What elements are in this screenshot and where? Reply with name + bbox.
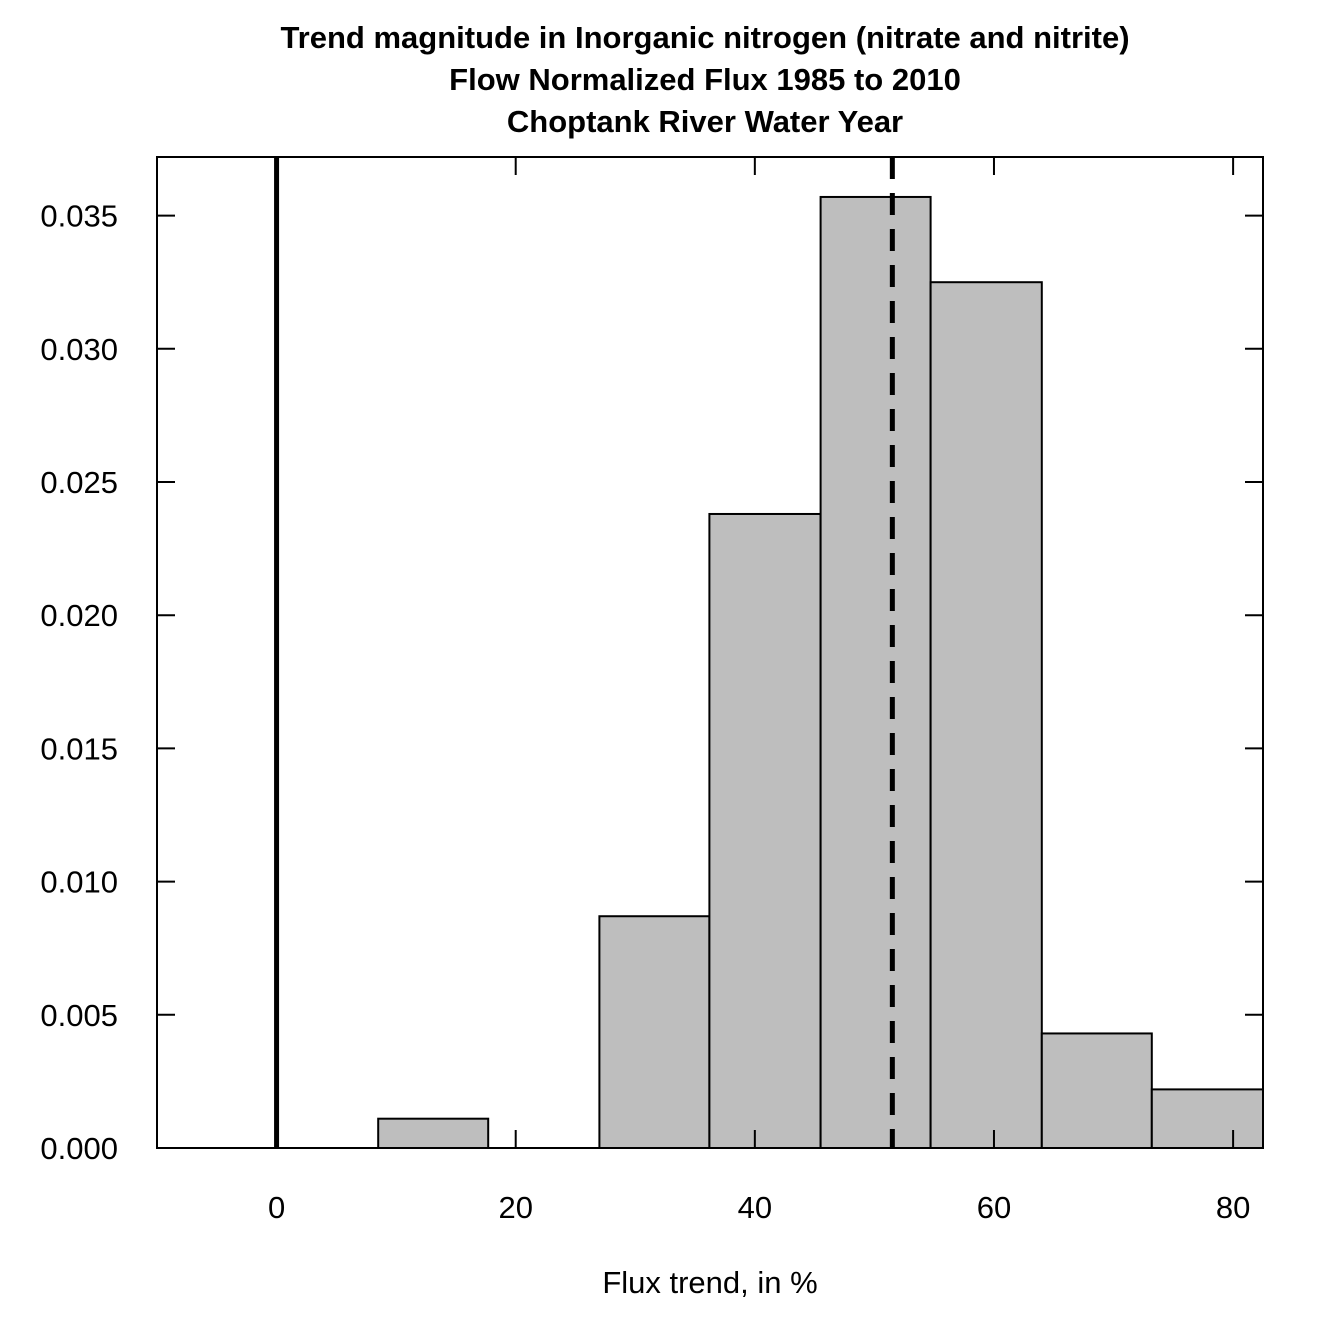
x-tick-label-1: 20 bbox=[498, 1190, 532, 1225]
histogram-bar-6 bbox=[1040, 1032, 1153, 1150]
y-tick-label-6: 0.030 bbox=[40, 332, 118, 367]
x-tick-label-4: 80 bbox=[1216, 1190, 1250, 1225]
chart-title-line-3: Choptank River Water Year bbox=[506, 104, 904, 139]
x-axis: 0 20 40 60 80 bbox=[268, 157, 1250, 1225]
x-axis-label: Flux trend, in % bbox=[602, 1265, 817, 1300]
y-axis: 0.000 0.005 0.010 0.015 0.020 0.025 0.030 0.035 bbox=[40, 199, 1263, 1166]
y-tick-label-7: 0.035 bbox=[40, 199, 118, 234]
y-tick-label-3: 0.015 bbox=[40, 731, 118, 766]
x-tick-label-2: 40 bbox=[738, 1190, 772, 1225]
histogram-bar-7 bbox=[1150, 1088, 1264, 1149]
y-tick-label-5: 0.025 bbox=[40, 465, 118, 500]
x-tick-label-3: 60 bbox=[977, 1190, 1011, 1225]
reference-lines-layer bbox=[274, 157, 895, 1148]
histogram-bar-2 bbox=[598, 915, 711, 1150]
y-tick-label-4: 0.020 bbox=[40, 598, 118, 633]
histogram-bar-0 bbox=[377, 1117, 490, 1150]
histogram-bar-5 bbox=[929, 281, 1043, 1150]
chart-title-line-2: Flow Normalized Flux 1985 to 2010 bbox=[449, 62, 961, 97]
histogram-bar-3 bbox=[708, 512, 822, 1149]
y-tick-label-2: 0.010 bbox=[40, 865, 118, 900]
x-tick-label-0: 0 bbox=[268, 1190, 285, 1225]
histogram-bar-4 bbox=[819, 195, 932, 1150]
y-tick-label-0: 0.000 bbox=[40, 1131, 118, 1166]
y-tick-label-1: 0.005 bbox=[40, 998, 118, 1033]
bars-layer bbox=[377, 195, 1264, 1150]
plot-frame bbox=[156, 156, 1264, 1149]
chart-title-line-1: Trend magnitude in Inorganic nitrogen (n… bbox=[280, 20, 1130, 55]
